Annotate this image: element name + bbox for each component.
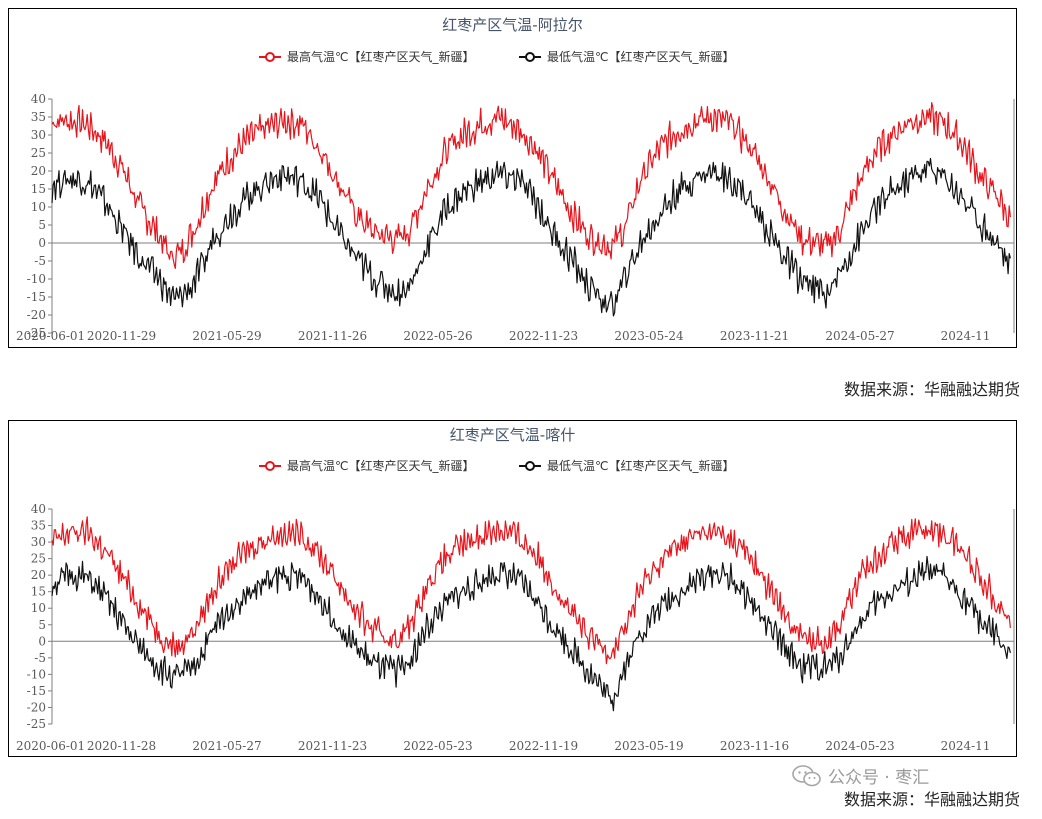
y-tick-label: 40 bbox=[31, 502, 46, 516]
y-tick-label: 5 bbox=[38, 218, 46, 232]
y-tick-label: 0 bbox=[38, 634, 46, 648]
y-tick-label: 5 bbox=[38, 618, 46, 632]
x-tick-label: 2022-05-26 bbox=[403, 329, 472, 343]
x-tick-label: 2022-05-23 bbox=[403, 739, 472, 753]
legend-item-1: 最低气温℃【红枣产区天气_新疆】 bbox=[519, 458, 734, 473]
series-line-min-temp bbox=[51, 157, 1011, 317]
x-tick-label: 2021-05-29 bbox=[192, 329, 261, 343]
legend-item-1: 最低气温℃【红枣产区天气_新疆】 bbox=[519, 49, 734, 64]
y-tick-label: 0 bbox=[38, 236, 46, 250]
y-tick-label: -20 bbox=[27, 308, 46, 322]
x-tick-label: 2021-05-27 bbox=[192, 739, 261, 753]
x-tick-label: 2023-05-24 bbox=[614, 329, 684, 343]
chart-title: 红枣产区气温-喀什 bbox=[450, 426, 575, 444]
y-tick-label: 35 bbox=[31, 110, 46, 124]
chart-panel-kashgar: 红枣产区气温-喀什最高气温℃【红枣产区天气_新疆】 最低气温℃【红枣产区天气_新疆… bbox=[8, 420, 1017, 757]
y-tick-label: 10 bbox=[31, 200, 46, 214]
y-tick-label: 20 bbox=[31, 164, 46, 178]
series-line-max-temp bbox=[51, 102, 1011, 269]
y-tick-label: -15 bbox=[27, 684, 46, 698]
y-tick-label: 40 bbox=[31, 92, 46, 106]
wechat-icon bbox=[792, 764, 821, 786]
legend-swatch-marker bbox=[265, 461, 275, 471]
x-tick-label: 2021-11-26 bbox=[298, 329, 367, 343]
y-tick-label: 30 bbox=[31, 128, 46, 142]
y-tick-label: -10 bbox=[27, 667, 46, 681]
chart-title: 红枣产区气温-阿拉尔 bbox=[442, 16, 582, 34]
x-tick-label: 2020-11-28 bbox=[87, 739, 156, 753]
data-source-label: 数据来源：华融融达期货 bbox=[843, 380, 1020, 399]
y-tick-label: 25 bbox=[31, 552, 46, 566]
y-tick-label: -5 bbox=[34, 651, 46, 665]
x-tick-label: 2020-06-01 bbox=[16, 329, 85, 343]
chart-panel-aral: 红枣产区气温-阿拉尔最高气温℃【红枣产区天气_新疆】 最低气温℃【红枣产区天气_新… bbox=[8, 8, 1017, 348]
y-tick-label: 15 bbox=[31, 182, 46, 196]
y-tick-label: 20 bbox=[31, 568, 46, 582]
x-tick-label: 2023-05-19 bbox=[614, 739, 683, 753]
legend-label: 最高气温℃【红枣产区天气_新疆】 bbox=[287, 49, 474, 64]
x-tick-label: 2024-05-23 bbox=[825, 739, 894, 753]
x-tick-label: 2020-06-01 bbox=[16, 739, 85, 753]
x-tick-label: 2024-11 bbox=[941, 329, 991, 343]
watermark-text: 公众号 · 枣汇 bbox=[828, 768, 930, 788]
y-tick-label: -20 bbox=[27, 700, 46, 714]
legend-label: 最低气温℃【红枣产区天气_新疆】 bbox=[547, 458, 734, 473]
x-tick-label: 2023-11-16 bbox=[720, 739, 789, 753]
y-tick-label: 10 bbox=[31, 601, 46, 615]
x-tick-label: 2024-11 bbox=[941, 739, 991, 753]
series-line-min-temp bbox=[51, 555, 1011, 712]
x-tick-label: 2024-05-27 bbox=[825, 329, 894, 343]
x-tick-label: 2020-11-29 bbox=[87, 329, 156, 343]
y-tick-label: 25 bbox=[31, 146, 46, 160]
legend-item-0: 最高气温℃【红枣产区天气_新疆】 bbox=[259, 458, 474, 473]
series-line-max-temp bbox=[51, 516, 1011, 665]
x-tick-label: 2022-11-23 bbox=[509, 329, 578, 343]
y-tick-label: -15 bbox=[27, 290, 46, 304]
data-source-label: 数据来源：华融融达期货 bbox=[843, 790, 1020, 809]
x-tick-label: 2021-11-23 bbox=[298, 739, 367, 753]
legend-swatch-marker bbox=[525, 461, 535, 471]
y-tick-label: 30 bbox=[31, 535, 46, 549]
x-tick-label: 2023-11-21 bbox=[720, 329, 789, 343]
y-tick-label: 15 bbox=[31, 585, 46, 599]
x-tick-label: 2022-11-19 bbox=[509, 739, 578, 753]
legend-item-0: 最高气温℃【红枣产区天气_新疆】 bbox=[259, 49, 474, 64]
legend-swatch-marker bbox=[525, 52, 535, 62]
y-tick-label: -25 bbox=[27, 326, 46, 340]
y-tick-label: -10 bbox=[27, 272, 46, 286]
y-tick-label: 35 bbox=[31, 519, 46, 533]
y-tick-label: -5 bbox=[34, 254, 46, 268]
y-tick-label: -25 bbox=[27, 717, 46, 731]
legend-label: 最高气温℃【红枣产区天气_新疆】 bbox=[287, 458, 474, 473]
legend-label: 最低气温℃【红枣产区天气_新疆】 bbox=[547, 49, 734, 64]
watermark: 公众号 · 枣汇 bbox=[792, 763, 929, 788]
legend-swatch-marker bbox=[265, 52, 275, 62]
